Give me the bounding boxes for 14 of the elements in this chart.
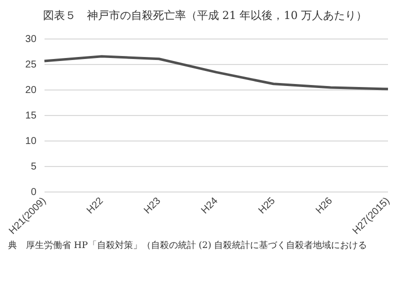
y-tick-label: 20 <box>25 84 37 96</box>
y-tick-label: 10 <box>25 136 37 147</box>
x-tick-label: H24 <box>200 195 221 216</box>
y-tick-label: 25 <box>25 59 37 70</box>
y-tick-label: 30 <box>25 34 37 45</box>
y-tick-label: 0 <box>30 186 37 198</box>
x-tick-label: H22 <box>84 195 106 216</box>
chart-title: 図表５ 神戸市の自殺死亡率（平成 21 年以後，10 万人あたり） <box>42 8 368 23</box>
x-tick-label: H25 <box>256 195 278 216</box>
y-tick-label: 15 <box>25 110 37 122</box>
y-tick-label: 5 <box>30 161 37 172</box>
x-tick-label: H26 <box>314 195 336 216</box>
text: 典 厚生労働省 HP「自殺対策」（自殺の統計 (2) 自殺統計に基づく自殺者地域における <box>8 240 368 252</box>
x-tick-label: H23 <box>142 195 164 216</box>
